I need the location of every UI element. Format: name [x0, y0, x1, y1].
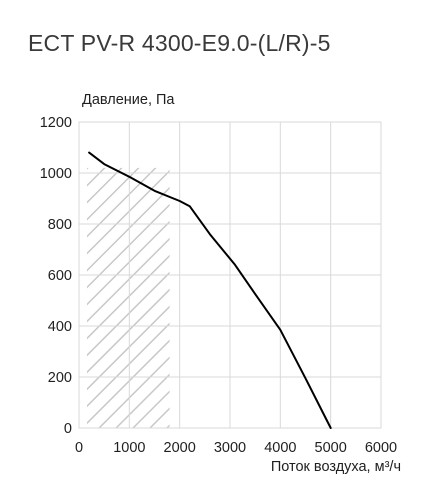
grid-layer	[79, 122, 381, 428]
y-tick-label-800: 800	[48, 217, 72, 233]
x-tick-label-3000: 3000	[214, 440, 246, 456]
y-tick-label-1200: 1200	[40, 115, 72, 131]
y-tick-label-200: 200	[48, 370, 72, 386]
x-tick-label-6000: 6000	[365, 440, 397, 456]
chart-title: ECT PV-R 4300-E9.0-(L/R)-5	[28, 30, 331, 56]
plot-frame-layer	[78, 121, 382, 429]
x-tick-label-1000: 1000	[113, 440, 145, 456]
x-tick-label-4000: 4000	[264, 440, 296, 456]
hatched-region	[87, 167, 170, 428]
y-tick-label-400: 400	[48, 319, 72, 335]
y-axis-label: Давление, Па	[82, 92, 175, 108]
plot-frame	[78, 121, 382, 429]
x-axis-label: Поток воздуха, м³/ч	[270, 459, 401, 475]
performance-curve-0	[88, 151, 332, 429]
x-tick-label-0: 0	[75, 440, 83, 456]
curve-layer	[88, 151, 332, 429]
y-tick-label-600: 600	[48, 268, 72, 284]
tick-label-layer: 0 1000 2000 3000 4000 5000 6000 0 200 400 600 800 10…	[40, 115, 397, 456]
y-tick-label-0: 0	[64, 421, 72, 437]
x-tick-label-5000: 5000	[315, 440, 347, 456]
y-tick-label-1000: 1000	[40, 166, 72, 182]
x-tick-label-2000: 2000	[164, 440, 196, 456]
hatched-region-layer	[87, 167, 170, 428]
